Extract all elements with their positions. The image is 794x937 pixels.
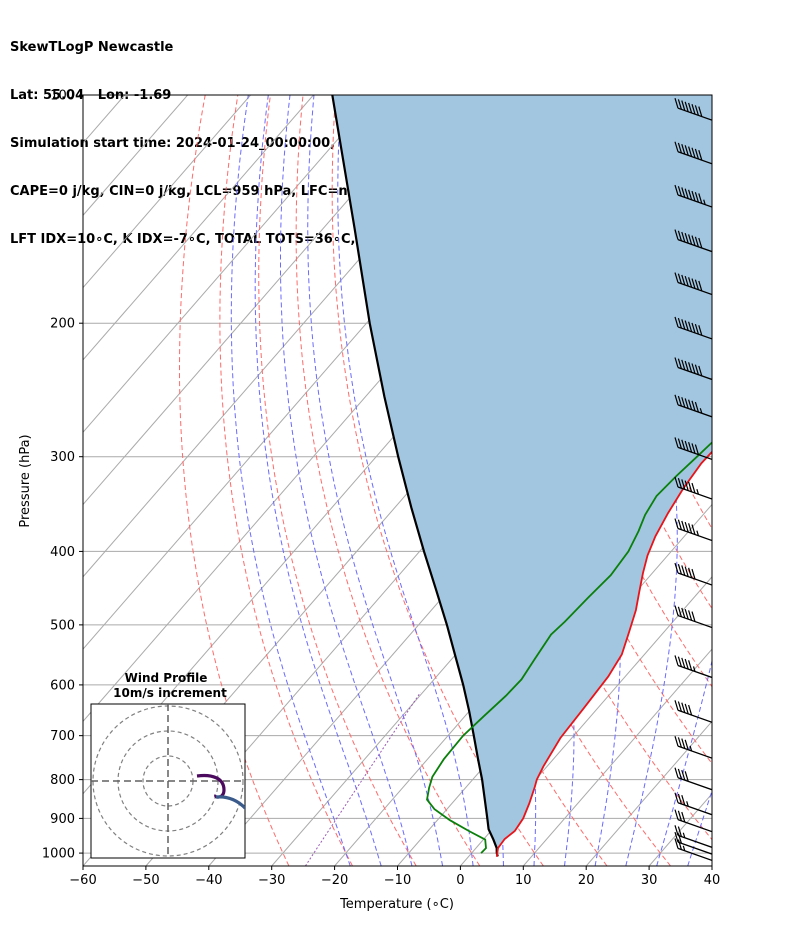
moist-adiabat-line: [280, 95, 413, 866]
x-tick-label: 30: [641, 873, 658, 888]
mixing-ratio-line: [304, 692, 421, 866]
chart-title: SkewTLogP Newcastle: [10, 40, 174, 55]
moist-adiabat-line: [230, 95, 351, 866]
dry-adiabat-line: [727, 95, 794, 866]
dry-adiabat-line: [219, 95, 353, 866]
dry-adiabat-line: [295, 95, 481, 866]
wind-profile-inset: Wind Profile 10m/s increment: [90, 671, 246, 859]
wind-barb: [674, 767, 712, 791]
wind-barb: [674, 141, 712, 165]
moist-adiabat-line: [719, 95, 794, 866]
isotherm-line: [711, 865, 712, 866]
moist-adiabat-line: [254, 95, 382, 866]
cin-area: [332, 95, 712, 857]
isotherm-line: [460, 576, 712, 866]
y-tick-label: 500: [50, 618, 75, 633]
wind-barb: [674, 518, 712, 542]
dry-adiabat-line: [258, 95, 417, 866]
isotherm-line: [83, 95, 440, 506]
y-tick-label: 900: [50, 812, 75, 827]
isotherm-line: [522, 648, 712, 866]
wind-barb: [674, 838, 712, 862]
wind-barbs: [674, 98, 712, 862]
x-tick-label: 0: [456, 873, 464, 888]
moist-adiabat-line: [307, 95, 444, 866]
wind-barb: [674, 809, 712, 833]
dewpoint-line: [426, 441, 712, 854]
hodograph-plot: [91, 704, 245, 858]
moist-adiabat-line: [656, 95, 712, 866]
axis-ticks: −60 −50 −40 −30 −20 −10 0 10 20 30 40 100 200 300 400 5…: [42, 89, 720, 889]
x-axis-title: Temperature (∘C): [339, 897, 454, 912]
isotherm-line: [83, 95, 251, 289]
wind-barb: [674, 98, 712, 121]
x-tick-label: −30: [258, 873, 285, 888]
dry-adiabat-line: [759, 95, 794, 866]
y-tick-label: 700: [50, 729, 75, 744]
x-tick-label: −10: [384, 873, 411, 888]
hodograph-subtitle: 10m/s increment: [113, 686, 227, 700]
wind-barb: [674, 316, 712, 340]
hodograph-title: Wind Profile: [125, 671, 208, 685]
profile-lines: [331, 95, 712, 857]
wind-barb: [674, 831, 712, 855]
y-tick-label: 600: [50, 678, 75, 693]
cape-area: [332, 95, 712, 857]
wind-barb: [674, 735, 712, 759]
wind-barb: [674, 825, 712, 848]
dry-adiabat-line: [331, 95, 544, 866]
x-tick-label: −40: [195, 873, 222, 888]
wind-barb: [674, 357, 712, 381]
moist-adiabat-line: [750, 95, 794, 866]
x-tick-label: 40: [704, 873, 721, 888]
y-tick-label: 100: [50, 89, 75, 104]
wind-barb: [674, 792, 712, 816]
y-tick-label: 800: [50, 773, 75, 788]
isotherm-line: [585, 720, 712, 866]
hodograph-lower-trace: [215, 795, 245, 811]
wind-barb: [674, 184, 712, 208]
wind-barb: [674, 655, 712, 679]
wind-barb: [674, 562, 712, 586]
parcel-profile-line: [331, 95, 499, 857]
y-tick-label: 200: [50, 317, 75, 332]
y-axis-title: Pressure (hPa): [18, 434, 33, 527]
isotherm-line: [83, 95, 314, 361]
y-tick-label: 400: [50, 545, 75, 560]
y-tick-label: 1000: [42, 847, 75, 862]
wind-barb: [674, 229, 712, 253]
wind-barb: [674, 605, 712, 629]
isotherm-line: [83, 95, 377, 433]
wind-barb: [674, 437, 712, 461]
wind-barb: [674, 476, 712, 500]
wind-barb: [674, 700, 712, 723]
temperature-line: [495, 450, 712, 857]
x-tick-label: 10: [515, 873, 532, 888]
moist-adiabat-line: [337, 95, 474, 866]
x-tick-label: −60: [69, 873, 96, 888]
x-tick-label: 20: [578, 873, 595, 888]
x-tick-label: −20: [321, 873, 348, 888]
y-tick-label: 300: [50, 450, 75, 465]
wind-barb: [674, 272, 712, 296]
wind-barb: [674, 394, 712, 418]
x-tick-label: −50: [132, 873, 159, 888]
